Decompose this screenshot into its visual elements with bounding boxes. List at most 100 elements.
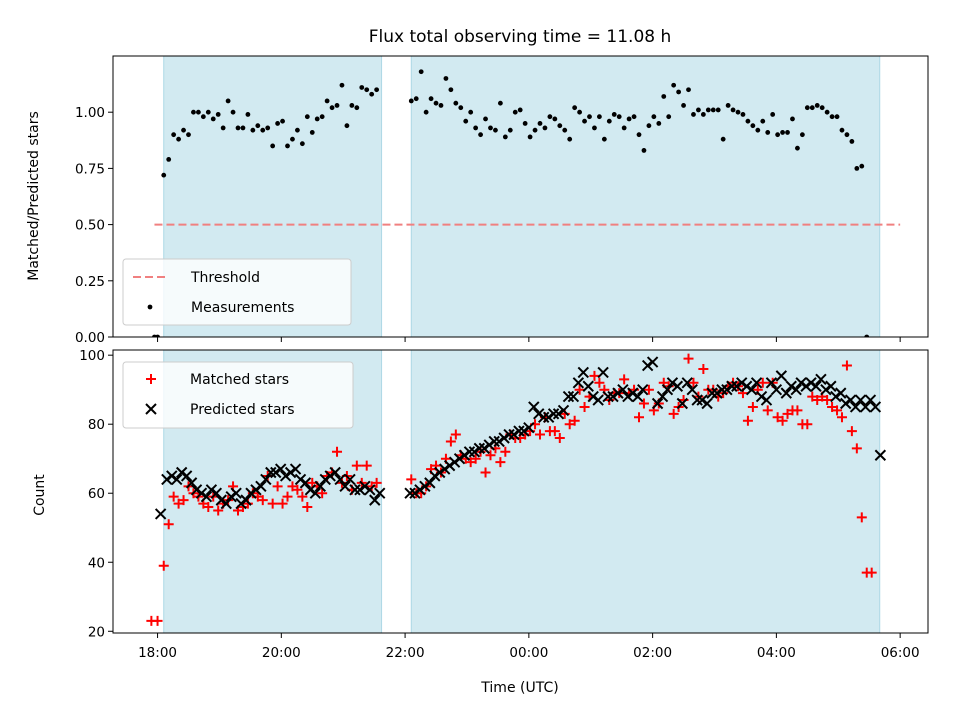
predicted-star-point	[518, 425, 530, 437]
predicted-star-point	[468, 446, 481, 458]
measurement-point	[552, 116, 558, 122]
predicted-star-point	[711, 387, 723, 399]
predicted-star-point	[429, 470, 441, 482]
predicted-star-point	[185, 477, 198, 489]
predicted-star-point	[854, 394, 867, 406]
measurement-point	[176, 136, 181, 142]
matched-star-point	[777, 415, 788, 426]
measurement-point	[171, 132, 177, 138]
measurement-point	[780, 130, 785, 135]
matched-star-point	[634, 412, 645, 423]
predicted-star-point	[279, 470, 292, 482]
measurement-point	[299, 141, 305, 147]
measurement-point	[438, 103, 444, 108]
matched-star-point	[549, 426, 560, 437]
predicted-star-point	[765, 377, 778, 389]
predicted-star-point	[597, 366, 609, 379]
predicted-star-point	[225, 490, 237, 503]
predicted-star-point	[686, 383, 698, 396]
measurement-point	[517, 107, 523, 113]
chart-title: Flux total observing time = 11.08 h	[369, 27, 672, 47]
matched-star-point	[480, 467, 491, 478]
predicted-star-point	[542, 411, 555, 424]
predicted-star-point	[731, 380, 743, 392]
predicted-star-point	[864, 394, 877, 406]
x-tick-label: 18:00	[138, 645, 177, 661]
top-plot-area	[152, 56, 901, 337]
matched-star-point	[351, 460, 362, 471]
predicted-star-point	[324, 470, 336, 482]
predicted-star-point	[805, 377, 817, 389]
measurement-point	[260, 127, 266, 133]
measurement-point	[849, 139, 855, 144]
matched-star-point	[302, 502, 313, 513]
predicted-star-point	[587, 390, 599, 403]
predicted-star-point	[622, 390, 634, 403]
predicted-star-point	[790, 383, 802, 396]
predicted-star-point	[235, 497, 247, 510]
matched-star-point	[851, 443, 862, 454]
measurement-point	[186, 132, 191, 138]
measurement-point	[572, 105, 578, 111]
predicted-star-point	[438, 463, 451, 475]
predicted-star-point	[825, 380, 837, 392]
predicted-star-point	[195, 487, 208, 499]
predicted-star-point	[780, 387, 792, 399]
x-axis-label: Time (UTC)	[480, 680, 558, 696]
predicted-star-point	[180, 470, 193, 482]
predicted-star-point	[656, 390, 669, 403]
matched-star-point	[317, 488, 328, 499]
predicted-star-point	[849, 401, 862, 413]
predicted-star-point	[240, 494, 252, 506]
predicted-star-point	[314, 480, 327, 493]
matched-star-point	[802, 419, 813, 430]
measurement-point	[814, 103, 820, 108]
measurement-point	[493, 127, 498, 133]
predicted-star-point	[567, 390, 580, 403]
measurement-point	[215, 112, 221, 117]
measurement-point	[408, 98, 414, 104]
measurement-point	[720, 136, 726, 142]
bottom-y-tick-label: 20	[88, 624, 105, 640]
measurement-point	[532, 127, 538, 133]
predicted-star-point	[404, 487, 416, 499]
matched-star-point	[668, 408, 679, 419]
predicted-star-point	[200, 490, 213, 503]
predicted-star-point	[800, 380, 812, 392]
predicted-star-point	[696, 394, 708, 406]
bottom-axes-frame	[112, 349, 929, 634]
top-shaded-interval-1	[410, 56, 881, 337]
predicted-star-point	[299, 477, 312, 489]
bottom-y-tick-label: 100	[79, 348, 105, 364]
legend-matched-swatch	[146, 374, 156, 384]
matched-star-point	[267, 498, 278, 509]
predicted-star-point	[676, 397, 689, 410]
predicted-star-point	[369, 494, 381, 506]
measurement-point	[166, 157, 172, 162]
measurement-point	[582, 118, 587, 124]
top-y-tick-label: 0.00	[75, 330, 105, 346]
measurement-point	[468, 109, 474, 115]
predicted-star-point	[637, 383, 649, 396]
measurement-point	[314, 116, 320, 122]
bottom-y-tick-label: 60	[88, 486, 105, 502]
measurement-point	[225, 98, 231, 104]
matched-star-point	[688, 377, 699, 388]
measurement-point	[611, 112, 617, 117]
predicted-star-point	[483, 439, 495, 451]
measurement-point	[770, 112, 776, 117]
legend-matched-label: Matched stars	[190, 372, 289, 388]
measurement-point	[191, 109, 196, 115]
measurement-point	[483, 116, 488, 122]
bottom-shaded-interval-1	[410, 350, 881, 633]
matched-star-point	[470, 453, 481, 464]
measurement-point	[646, 123, 652, 129]
predicted-star-point	[760, 394, 773, 406]
matched-star-point	[841, 360, 852, 371]
measurement-point	[725, 103, 731, 108]
predicted-star-point	[810, 380, 822, 392]
measurement-point	[621, 125, 627, 131]
measurement-point	[270, 143, 276, 149]
matched-star-point	[594, 377, 605, 388]
measurement-point	[601, 136, 607, 142]
